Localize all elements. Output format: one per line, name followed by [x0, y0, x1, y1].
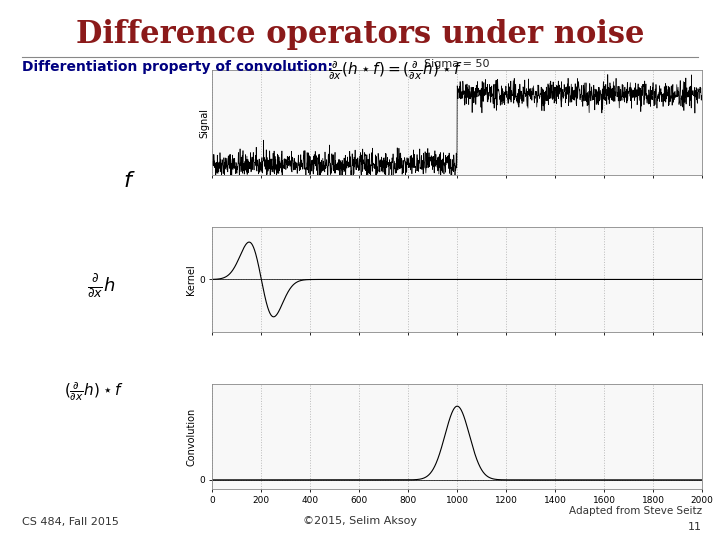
Text: 11: 11: [688, 522, 702, 532]
Y-axis label: Kernel: Kernel: [186, 264, 197, 295]
Text: Differentiation property of convolution:: Differentiation property of convolution:: [22, 60, 333, 75]
Text: $\frac{\partial}{\partial x}(h \star f) = (\frac{\partial}{\partial x}h) \star f: $\frac{\partial}{\partial x}(h \star f) …: [328, 59, 462, 82]
Text: $f$: $f$: [123, 171, 136, 191]
Text: Adapted from Steve Seitz: Adapted from Steve Seitz: [569, 505, 702, 516]
Text: CS 484, Fall 2015: CS 484, Fall 2015: [22, 516, 119, 526]
Text: ©2015, Selim Aksoy: ©2015, Selim Aksoy: [303, 516, 417, 526]
Text: $\frac{\partial}{\partial x}h$: $\frac{\partial}{\partial x}h$: [86, 272, 115, 300]
Y-axis label: Convolution: Convolution: [186, 407, 197, 465]
Y-axis label: Signal: Signal: [199, 107, 210, 138]
Text: $(\frac{\partial}{\partial x}h) \star f$: $(\frac{\partial}{\partial x}h) \star f$: [63, 380, 124, 403]
Title: Sigma = 50: Sigma = 50: [425, 59, 490, 70]
Text: Difference operators under noise: Difference operators under noise: [76, 19, 644, 50]
